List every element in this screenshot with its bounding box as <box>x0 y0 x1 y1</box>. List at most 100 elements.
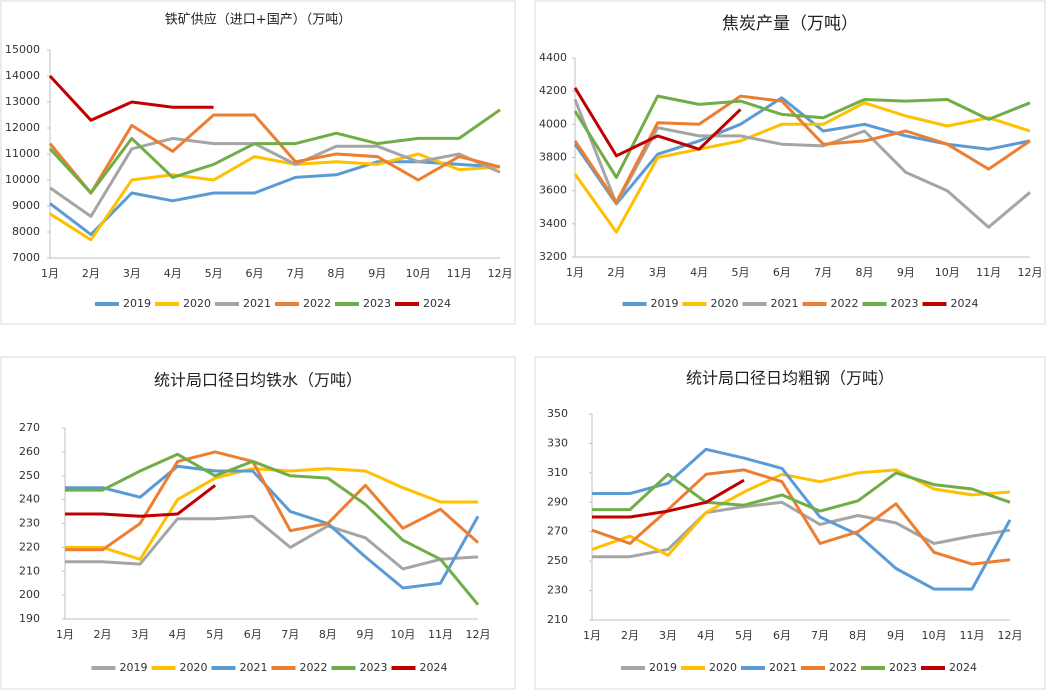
y-tick-label: 270 <box>19 421 40 434</box>
y-tick-label: 10000 <box>5 173 40 186</box>
series-line <box>48 113 501 195</box>
x-tick-label: 9月 <box>897 266 915 279</box>
series-line <box>591 468 1011 557</box>
x-tick-label: 7月 <box>286 267 304 280</box>
x-tick-label: 7月 <box>281 628 299 641</box>
series-line <box>65 514 479 571</box>
x-tick-label: 9月 <box>356 628 374 641</box>
legend-label: 2022 <box>829 661 857 674</box>
x-tick-label: 10月 <box>922 629 947 642</box>
x-tick-label: 3月 <box>649 266 667 279</box>
y-tick-label: 220 <box>19 540 40 553</box>
x-tick-label: 1月 <box>56 628 74 641</box>
x-tick-label: 5月 <box>205 267 223 280</box>
series-line <box>573 94 1031 179</box>
x-tick-label: 2月 <box>94 628 112 641</box>
legend-label: 2023 <box>889 661 917 674</box>
legend-label: 2019 <box>123 297 151 310</box>
series-line <box>592 478 745 519</box>
y-tick-label: 3800 <box>539 151 567 164</box>
x-tick-label: 1月 <box>566 266 584 279</box>
x-tick-label: 6月 <box>773 266 791 279</box>
y-tick-label: 250 <box>547 554 568 567</box>
legend-label: 2019 <box>120 661 148 674</box>
y-tick-label: 3200 <box>539 250 567 263</box>
x-tick-label: 11月 <box>960 629 985 642</box>
y-tick-label: 210 <box>547 613 568 626</box>
legend-label: 2021 <box>769 661 797 674</box>
x-tick-label: 12月 <box>998 629 1023 642</box>
x-tick-label: 4月 <box>690 266 708 279</box>
series-line <box>592 471 1011 513</box>
chart-title: 统计局口径日均粗钢（万吨） <box>686 369 894 388</box>
x-tick-label: 11月 <box>447 267 472 280</box>
y-tick-label: 4000 <box>539 117 567 130</box>
y-tick-label: 210 <box>19 564 40 577</box>
x-tick-label: 12月 <box>466 628 491 641</box>
legend-label: 2024 <box>420 661 448 674</box>
x-tick-label: 5月 <box>735 629 753 642</box>
x-tick-label: 2月 <box>621 629 639 642</box>
y-tick-label: 7000 <box>12 251 40 264</box>
x-tick-label: 12月 <box>1018 266 1043 279</box>
legend-label: 2020 <box>709 661 737 674</box>
chart-title: 铁矿供应（进口+国产）（万吨） <box>165 12 351 28</box>
x-tick-label: 9月 <box>368 267 386 280</box>
x-tick-label: 8月 <box>849 629 867 642</box>
legend-label: 2020 <box>180 661 208 674</box>
x-tick-label: 1月 <box>41 267 59 280</box>
chart-title: 焦炭产量（万吨） <box>722 14 858 34</box>
legend-label: 2019 <box>651 297 679 310</box>
x-tick-label: 10月 <box>935 266 960 279</box>
series-line <box>65 452 480 606</box>
y-tick-label: 11000 <box>5 147 40 160</box>
y-tick-label: 260 <box>19 445 40 458</box>
y-tick-label: 4400 <box>539 51 567 64</box>
legend-label: 2021 <box>240 661 268 674</box>
x-tick-label: 4月 <box>697 629 715 642</box>
series-line <box>591 468 1011 566</box>
y-tick-label: 290 <box>547 495 568 508</box>
y-tick-label: 3400 <box>539 217 567 230</box>
y-tick-label: 190 <box>19 612 40 625</box>
y-tick-label: 350 <box>547 407 568 420</box>
y-tick-label: 3600 <box>539 184 567 197</box>
x-tick-label: 2月 <box>607 266 625 279</box>
series-line <box>592 447 1012 591</box>
legend-label: 2024 <box>949 661 977 674</box>
chart-title: 统计局口径日均铁水（万吨） <box>154 371 362 390</box>
series-line <box>48 74 214 122</box>
legend-label: 2023 <box>363 297 391 310</box>
x-tick-label: 12月 <box>488 267 513 280</box>
legend-label: 2021 <box>771 297 799 310</box>
x-tick-label: 9月 <box>887 629 905 642</box>
x-tick-label: 10月 <box>406 267 431 280</box>
y-tick-label: 230 <box>19 517 40 530</box>
legend-label: 2020 <box>183 297 211 310</box>
x-tick-label: 10月 <box>390 628 415 641</box>
x-tick-label: 4月 <box>164 267 182 280</box>
y-tick-label: 14000 <box>5 69 40 82</box>
x-tick-label: 4月 <box>169 628 187 641</box>
panel <box>534 0 1046 325</box>
y-tick-label: 330 <box>547 436 568 449</box>
series-line <box>573 96 1031 206</box>
x-tick-label: 7月 <box>811 629 829 642</box>
y-tick-label: 9000 <box>12 199 40 212</box>
x-tick-label: 5月 <box>206 628 224 641</box>
series-line <box>65 450 479 552</box>
x-tick-label: 11月 <box>976 266 1001 279</box>
panel <box>0 356 516 690</box>
y-tick-label: 270 <box>547 525 568 538</box>
x-tick-label: 5月 <box>731 266 749 279</box>
series-line <box>65 464 480 590</box>
y-tick-label: 13000 <box>5 95 40 108</box>
legend-label: 2024 <box>423 297 451 310</box>
series-line <box>48 108 501 195</box>
x-tick-label: 6月 <box>773 629 791 642</box>
series-line <box>573 87 742 158</box>
x-tick-label: 8月 <box>856 266 874 279</box>
x-tick-label: 8月 <box>319 628 337 641</box>
series-line <box>49 160 501 237</box>
